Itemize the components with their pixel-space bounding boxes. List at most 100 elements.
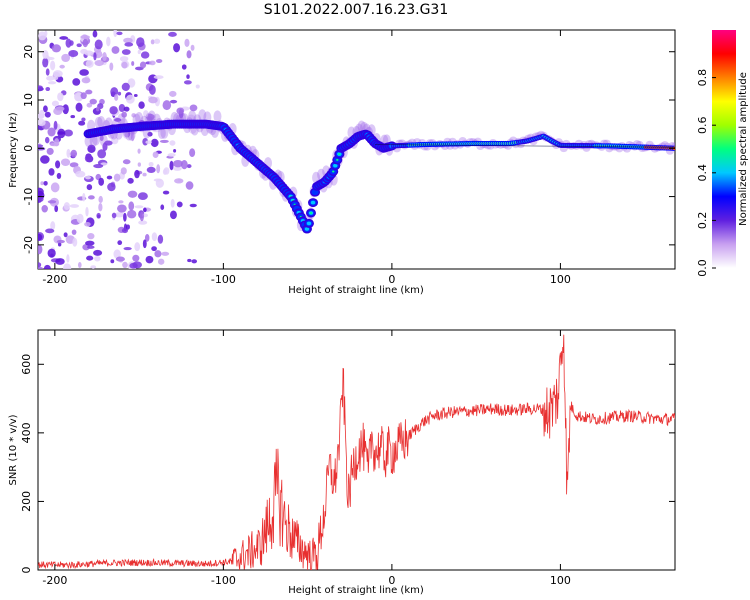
noise-blob [100, 162, 108, 166]
noise-blob [186, 74, 190, 79]
noise-blob [57, 131, 65, 135]
noise-blob [144, 233, 150, 242]
noise-blob [147, 131, 153, 137]
snr-ticks: -200 -100 0 100 0 200 400 600 [20, 330, 675, 587]
noise-blob [38, 262, 42, 268]
ridge-halo [188, 110, 197, 123]
noise-blob [94, 60, 104, 67]
noise-blob [45, 68, 50, 76]
ridge-halo [84, 135, 93, 148]
noise-blob [132, 254, 140, 262]
noise-blob [185, 181, 194, 190]
noise-blob [97, 149, 107, 159]
y-tick-label: 10 [22, 93, 35, 107]
noise-blob [68, 50, 79, 58]
noise-blob [148, 161, 154, 167]
noise-blob [159, 139, 169, 143]
noise-blob [154, 250, 162, 258]
noise-blob [43, 264, 51, 269]
y-tick-label: 0 [20, 567, 33, 574]
ridge-core [304, 227, 310, 231]
noise-blob [85, 89, 93, 95]
noise-blob [96, 212, 101, 219]
noise-blob [93, 52, 97, 61]
noise-blob [113, 30, 118, 38]
noise-blob [75, 170, 86, 178]
noise-blob [78, 120, 86, 126]
noise-blob [66, 148, 71, 158]
figure-title: S101.2022.007.16.23.G31 [264, 2, 449, 18]
noise-blob [145, 255, 154, 264]
noise-blob [59, 36, 69, 40]
noise-blob [59, 64, 65, 69]
noise-blob [151, 232, 158, 242]
noise-blob [123, 246, 132, 251]
noise-blob [45, 228, 55, 234]
noise-blob [86, 184, 93, 191]
noise-blob [85, 59, 94, 68]
spectrogram-y-axis-label: Frequency (Hz) [8, 112, 19, 188]
noise-blob [123, 106, 130, 112]
noise-blob [137, 162, 142, 167]
noise-blob [123, 131, 129, 139]
noise-blob [71, 229, 77, 235]
noise-blob [181, 64, 187, 70]
noise-blob [123, 212, 127, 222]
noise-blob [89, 98, 97, 105]
noise-blob [145, 140, 152, 145]
noise-blob [109, 106, 118, 115]
spectrogram-x-axis-label: Height of straight line (km) [288, 285, 424, 296]
noise-blob [72, 78, 81, 86]
noise-blob [122, 261, 128, 269]
noise-blob [156, 164, 161, 174]
noise-blob [46, 147, 54, 155]
noise-blob [42, 57, 49, 68]
noise-blob [38, 244, 43, 255]
noise-blob [109, 62, 114, 71]
noise-blob [65, 38, 72, 48]
noise-blob [134, 205, 144, 209]
ridge-halo [157, 127, 166, 140]
noise-blob [81, 77, 91, 84]
noise-blob [167, 153, 176, 157]
colorbar-tick-label: 0.2 [696, 212, 709, 230]
noise-blob [87, 144, 96, 154]
noise-blob [51, 100, 59, 107]
noise-blob [111, 212, 117, 219]
noise-blob [43, 105, 48, 113]
ridge-core [338, 153, 341, 156]
noise-blob [115, 256, 125, 262]
noise-blob [130, 131, 135, 142]
ridge-halo [147, 110, 156, 123]
y-tick-label: -10 [22, 188, 35, 206]
noise-blob [154, 38, 161, 44]
noise-blob [48, 168, 55, 176]
noise-blob [137, 148, 141, 154]
noise-blob [57, 92, 64, 102]
noise-blob [120, 167, 127, 175]
noise-blob [118, 103, 126, 113]
noise-blob [95, 106, 100, 112]
noise-blob [47, 200, 57, 204]
colorbar: 0.0 0.2 0.4 0.6 0.8 Normalized spectral ampl… [696, 30, 749, 277]
noise-blob [180, 159, 188, 170]
noise-blob [85, 175, 92, 180]
noise-blob [50, 221, 56, 231]
noise-blob [125, 224, 130, 230]
noise-blob [172, 159, 183, 168]
noise-blob [82, 193, 86, 202]
x-tick-label: 100 [550, 273, 571, 286]
noise-blob [38, 196, 44, 202]
noise-blob [169, 90, 177, 97]
noise-blob [84, 50, 94, 56]
noise-blob [123, 37, 133, 44]
noise-blob [61, 53, 71, 63]
x-tick-label: -200 [42, 574, 67, 587]
noise-blob [98, 195, 103, 204]
noise-blob [45, 56, 55, 61]
noise-blob [118, 200, 124, 204]
noise-blob [136, 37, 145, 48]
noise-blob [106, 36, 111, 47]
noise-blob [40, 181, 44, 186]
